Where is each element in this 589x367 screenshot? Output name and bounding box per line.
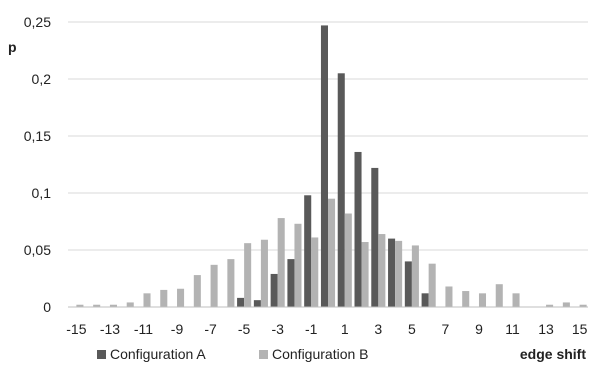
bar-configuration-a: [421, 293, 429, 307]
x-tick-label: -5: [238, 321, 251, 337]
bar-configuration-b: [277, 218, 285, 307]
bar-configuration-b: [193, 275, 201, 307]
bar-configuration-b: [227, 259, 235, 307]
bar-configuration-b: [378, 234, 386, 307]
x-tick-label: 11: [505, 321, 520, 337]
bar-configuration-a: [404, 261, 412, 307]
x-tick-label: -7: [204, 321, 217, 337]
y-axis-ticks: 0 0,05 0,1 0,15 0,2 0,25: [24, 14, 51, 315]
bar-configuration-b: [244, 243, 252, 307]
x-tick-label: 13: [538, 321, 554, 337]
legend: Configuration A Configuration B: [97, 346, 369, 362]
bar-configuration-b: [260, 239, 268, 307]
bar-configuration-b: [411, 245, 419, 307]
y-axis-label: p: [8, 39, 17, 55]
bar-configuration-b: [546, 304, 554, 307]
bar-configuration-a: [371, 167, 379, 307]
bar-configuration-a: [270, 273, 278, 307]
bar-configuration-b: [328, 198, 336, 307]
bar-configuration-b: [109, 304, 117, 307]
bar-configuration-b: [76, 304, 84, 307]
bar-configuration-a: [304, 195, 312, 307]
x-tick-label: -3: [271, 321, 284, 337]
x-tick-label: 9: [475, 321, 483, 337]
bar-configuration-b: [361, 242, 369, 307]
y-tick-label: 0,05: [24, 242, 51, 258]
x-axis-label: edge shift: [520, 346, 586, 362]
legend-label: Configuration A: [110, 346, 206, 362]
bar-configuration-b: [512, 293, 520, 307]
x-tick-label: -9: [171, 321, 184, 337]
bar-configuration-b: [126, 302, 134, 307]
bar-configuration-a: [388, 238, 396, 307]
y-tick-label: 0,15: [24, 128, 51, 144]
bar-configuration-b: [462, 291, 470, 307]
bar-configuration-a: [337, 73, 345, 307]
bar-configuration-b: [93, 304, 101, 307]
bar-configuration-b: [562, 302, 570, 307]
x-tick-label: -13: [100, 321, 120, 337]
bars: [76, 25, 587, 307]
bar-configuration-b: [495, 284, 503, 307]
y-tick-label: 0: [43, 299, 51, 315]
bar-configuration-b: [395, 240, 403, 307]
x-tick-label: -15: [66, 321, 86, 337]
y-tick-label: 0,1: [32, 185, 52, 201]
x-tick-label: 7: [442, 321, 450, 337]
y-tick-label: 0,25: [24, 14, 51, 30]
x-axis-ticks: -15 -13 -11 -9 -7 -5 -3 -1 1 3 5 7 9 11 13 15: [66, 321, 587, 337]
legend-swatch: [259, 350, 268, 359]
bar-configuration-b: [177, 288, 185, 307]
bar-configuration-a: [237, 297, 245, 307]
bar-configuration-b: [294, 223, 302, 307]
bar-configuration-b: [210, 264, 218, 307]
bar-configuration-a: [253, 300, 261, 307]
x-tick-label: 15: [572, 321, 588, 337]
bar-configuration-b: [478, 293, 487, 307]
bar-configuration-b: [579, 304, 587, 307]
x-tick-label: -1: [305, 321, 318, 337]
x-tick-label: -11: [134, 321, 153, 337]
legend-swatch: [97, 350, 106, 359]
x-tick-label: 3: [374, 321, 382, 337]
bar-configuration-b: [344, 213, 352, 307]
bar-configuration-a: [320, 25, 328, 307]
bar-configuration-b: [428, 263, 436, 307]
x-tick-label: 5: [408, 321, 416, 337]
bar-configuration-a: [354, 151, 362, 307]
bar-configuration-b: [311, 237, 319, 307]
bar-configuration-b: [445, 286, 453, 307]
x-tick-label: 1: [341, 321, 349, 337]
bar-configuration-b: [160, 289, 168, 307]
bar-configuration-a: [287, 259, 295, 307]
legend-label: Configuration B: [272, 346, 369, 362]
bar-configuration-b: [143, 293, 151, 307]
y-tick-label: 0,2: [32, 71, 52, 87]
